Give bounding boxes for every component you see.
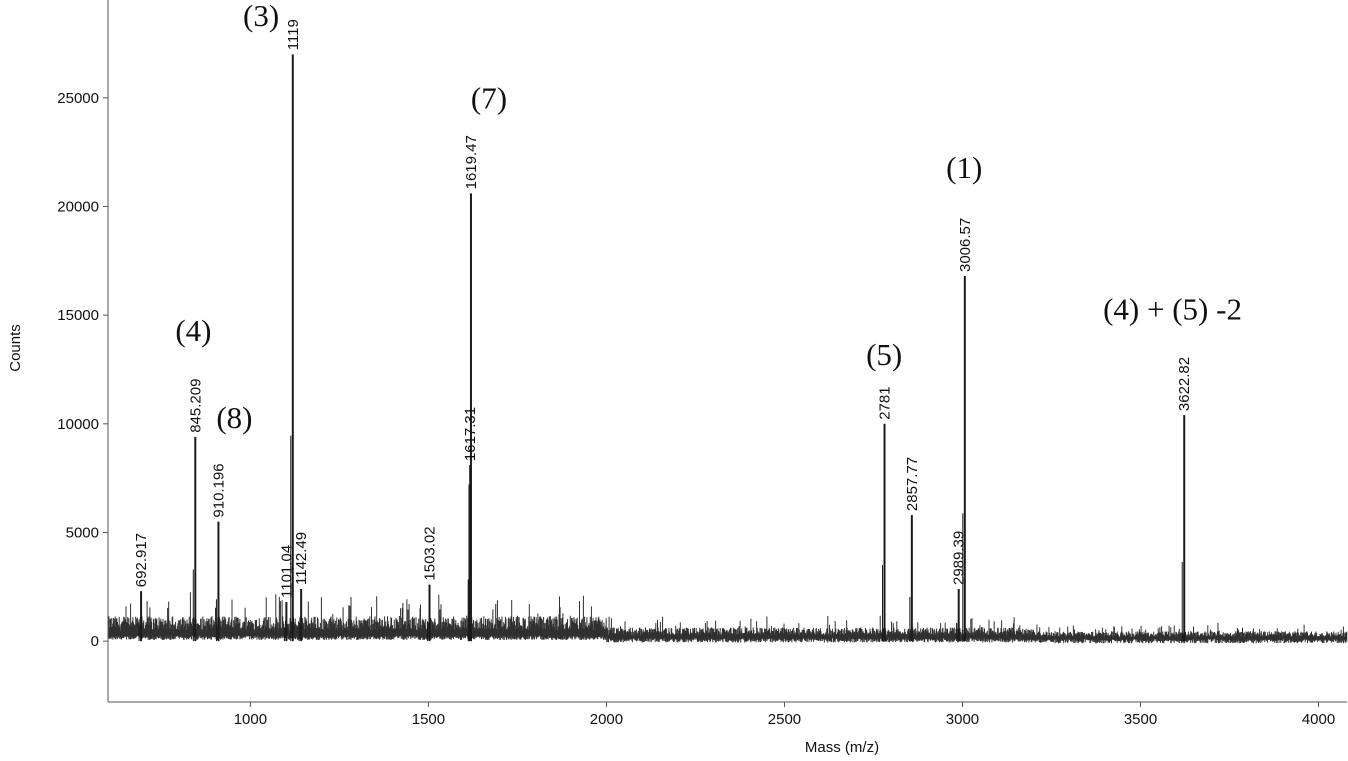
- compound-annotation: (4): [175, 313, 211, 348]
- y-tick-label: 5000: [66, 524, 99, 541]
- tick-labels: 0 5000 10000 15000 20000 25000 1000 1500 2000 250…: [57, 90, 1335, 728]
- x-axis-title: Mass (m/z): [805, 739, 879, 756]
- baseline-noise: [107, 592, 1348, 644]
- peak-label: 1503.02: [422, 526, 439, 580]
- peak-label: 1101.04: [278, 545, 295, 598]
- x-tick-label: 3500: [1124, 711, 1157, 728]
- peak-label: 692.917: [133, 533, 150, 587]
- peak-annotations: (3) (4) (8) (7) (5) (1) (4) + (5) -2: [175, 0, 1242, 435]
- y-axis-title: Counts: [7, 324, 24, 372]
- peak-label: 3006.57: [957, 218, 974, 272]
- y-tick-label: 10000: [57, 416, 99, 433]
- peak-label: 845.209: [187, 379, 204, 433]
- peak-label: 910.196: [210, 463, 227, 517]
- peak-label: 1617.31: [462, 407, 479, 461]
- peak-label: 1119: [285, 19, 302, 50]
- peak-label: 1619.47: [463, 135, 480, 189]
- compound-annotation: (3): [243, 0, 279, 33]
- peak-label: 2989.39: [951, 531, 968, 585]
- noise-trace: [107, 592, 1348, 644]
- x-tick-label: 4000: [1302, 711, 1335, 728]
- peak-labels: 692.917 845.209 910.196 1101.04 1119 1142.49 1…: [133, 19, 1193, 598]
- x-tick-label: 3000: [946, 711, 979, 728]
- y-tick-label: 0: [91, 633, 99, 650]
- compound-annotation: (5): [866, 337, 902, 372]
- peak-label: 2781: [877, 386, 894, 419]
- x-tick-label: 1000: [234, 711, 267, 728]
- compound-annotation: (4) + (5) -2: [1103, 291, 1242, 326]
- peak-lines: [138, 54, 1186, 642]
- x-tick-label: 1500: [412, 711, 445, 728]
- y-tick-label: 15000: [57, 307, 99, 324]
- y-tick-label: 20000: [57, 198, 99, 215]
- axes: [103, 0, 1347, 707]
- y-tick-label: 25000: [57, 90, 99, 107]
- compound-annotation: (7): [471, 81, 507, 116]
- peak-label: 1142.49: [293, 532, 310, 585]
- compound-annotation: (8): [216, 400, 252, 435]
- x-tick-label: 2000: [590, 711, 623, 728]
- x-tick-label: 2500: [768, 711, 801, 728]
- peak-label: 2857.77: [904, 457, 921, 511]
- compound-annotation: (1): [946, 150, 982, 185]
- peak-label: 3622.82: [1176, 357, 1193, 411]
